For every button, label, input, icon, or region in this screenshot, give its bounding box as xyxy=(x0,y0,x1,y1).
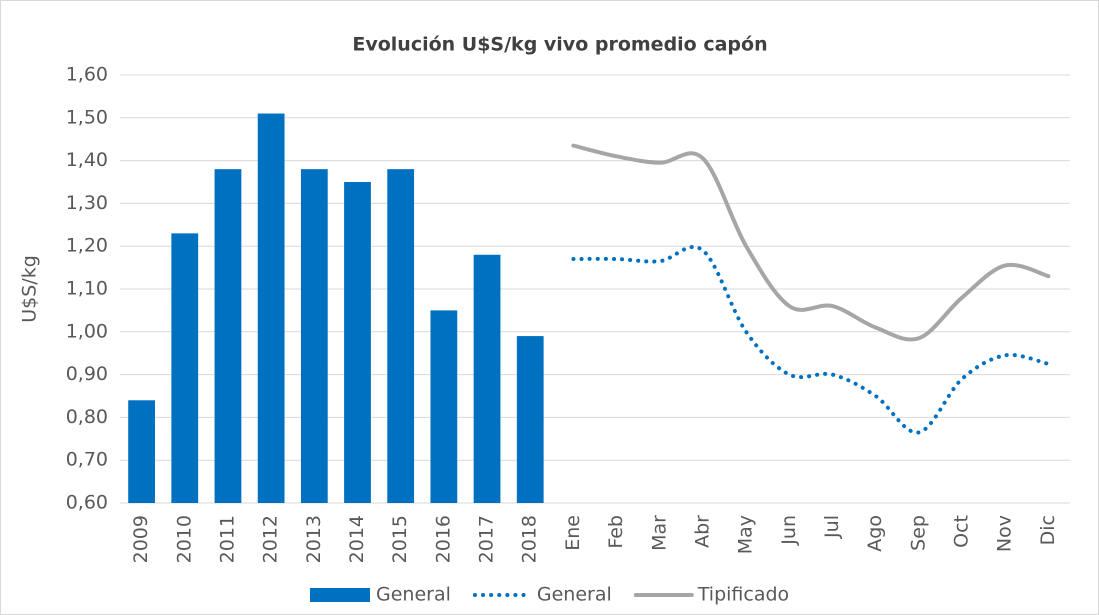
bar xyxy=(300,169,328,503)
x-tick-label: Nov xyxy=(994,515,1016,552)
y-tick-label: 0,60 xyxy=(66,492,108,514)
x-tick-label: Mar xyxy=(648,515,670,551)
y-tick-label: 1,50 xyxy=(66,106,108,128)
bar xyxy=(214,169,242,503)
bar xyxy=(257,113,285,504)
x-tick-label: May xyxy=(735,515,757,554)
x-tick-label: 2009 xyxy=(130,515,152,563)
x-tick-label: Jun xyxy=(778,515,800,546)
y-tick-label: 1,10 xyxy=(66,278,108,300)
y-tick-label: 1,40 xyxy=(66,149,108,171)
bar xyxy=(516,336,544,503)
legend-label: General xyxy=(376,584,451,606)
y-tick-label: 0,80 xyxy=(66,406,108,428)
x-tick-label: Sep xyxy=(907,515,929,551)
y-tick-label: 1,30 xyxy=(66,192,108,214)
y-tick-label: 0,70 xyxy=(66,449,108,471)
bar xyxy=(344,182,371,503)
x-tick-label: 2012 xyxy=(260,515,282,563)
bar xyxy=(128,400,155,503)
x-tick-label: 2011 xyxy=(216,515,238,563)
bar xyxy=(473,254,501,503)
chart-title: Evolución U$S/kg vivo promedio capón xyxy=(352,34,767,56)
x-tick-label: 2013 xyxy=(303,515,325,563)
x-tick-label: 2016 xyxy=(432,515,454,563)
x-tick-label: Ene xyxy=(562,515,584,551)
y-axis-label: U$S/kg xyxy=(19,255,41,323)
x-tick-label: Ago xyxy=(864,515,886,552)
x-tick-label: 2017 xyxy=(476,515,498,563)
x-tick-label: 2010 xyxy=(173,515,195,563)
x-tick-label: Dic xyxy=(1037,515,1059,545)
bar xyxy=(430,310,458,503)
x-tick-label: 2018 xyxy=(519,515,541,563)
x-tick-label: 2015 xyxy=(389,515,411,563)
y-tick-label: 1,60 xyxy=(66,64,108,86)
bar xyxy=(171,233,199,504)
x-tick-label: Jul xyxy=(821,515,843,539)
y-tick-label: 1,00 xyxy=(66,320,108,342)
bar xyxy=(387,169,415,503)
x-tick-label: 2014 xyxy=(346,515,368,563)
legend-swatch xyxy=(310,588,370,602)
legend-label: Tipificado xyxy=(697,584,789,606)
x-tick-label: Oct xyxy=(951,515,973,548)
x-tick-label: Abr xyxy=(691,515,713,548)
line xyxy=(571,244,1051,435)
line xyxy=(571,143,1051,342)
x-tick-label: Feb xyxy=(605,515,627,549)
legend-label: General xyxy=(537,584,612,606)
y-tick-label: 0,90 xyxy=(66,363,108,385)
y-tick-label: 1,20 xyxy=(66,235,108,257)
